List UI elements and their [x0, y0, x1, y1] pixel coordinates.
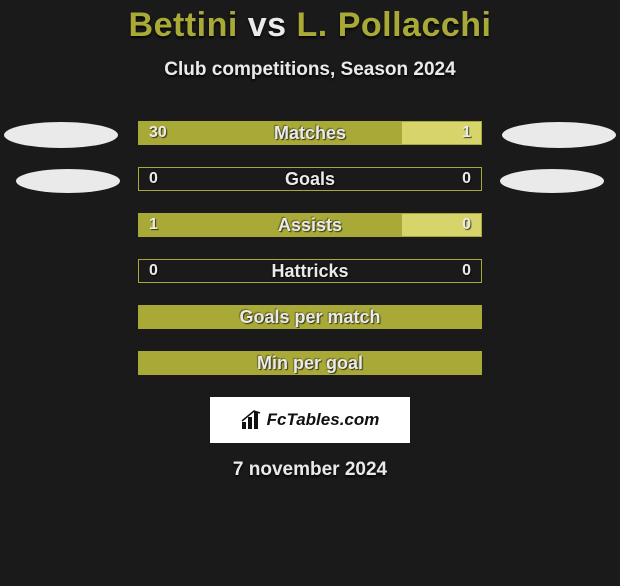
bar-segment-left [139, 122, 402, 144]
player1-name: Bettini [129, 6, 238, 44]
bar-value-right: 0 [462, 168, 471, 190]
player2-name: L. Pollacchi [297, 6, 492, 44]
bar-segment-right [402, 214, 481, 236]
bar-segment-left [139, 306, 481, 328]
logo-chart-icon [241, 410, 263, 430]
bar-segment-right [402, 122, 481, 144]
decor-ellipse-icon [16, 169, 120, 193]
decor-ellipse-icon [4, 122, 118, 148]
subtitle: Club competitions, Season 2024 [0, 59, 620, 81]
comparison-title: Bettini vs L. Pollacchi [0, 6, 620, 45]
footer-date: 7 november 2024 [0, 459, 620, 481]
chart-area: Matches301Goals00Assists10Hattricks00Goa… [0, 121, 620, 375]
logo-box: FcTables.com [210, 397, 410, 443]
stat-bar: Assists10 [138, 213, 482, 237]
stat-bar: Goals per match [138, 305, 482, 329]
stat-bar: Goals0 0 [138, 167, 482, 191]
decor-ellipse-icon [500, 169, 604, 193]
bar-list: Matches301Goals00Assists10Hattricks00Goa… [138, 121, 482, 375]
bar-label: Hattricks [139, 260, 481, 282]
logo-text: FcTables.com [267, 410, 380, 430]
bar-value-left: 0 [149, 260, 158, 282]
stat-bar: Hattricks0 0 [138, 259, 482, 283]
bar-value-right: 0 [462, 260, 471, 282]
vs-text: vs [248, 6, 287, 44]
bar-segment-left [139, 214, 402, 236]
decor-ellipse-icon [502, 122, 616, 148]
bar-value-left: 0 [149, 168, 158, 190]
stat-bar: Min per goal [138, 351, 482, 375]
bar-label: Goals [139, 168, 481, 190]
stat-bar: Matches301 [138, 121, 482, 145]
bar-segment-left [139, 352, 481, 374]
